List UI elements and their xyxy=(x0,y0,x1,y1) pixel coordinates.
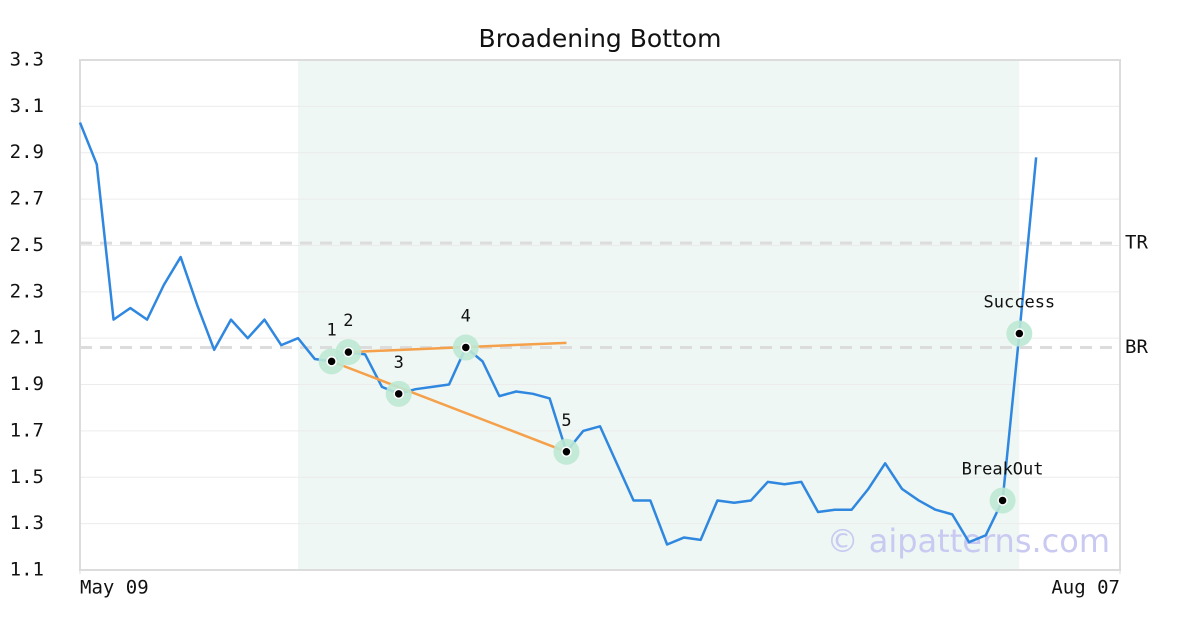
y-tick-label: 2.9 xyxy=(10,141,44,163)
y-tick-label: 1.3 xyxy=(10,512,44,534)
y-tick-label: 2.7 xyxy=(10,188,44,210)
trendline xyxy=(331,360,567,453)
y-tick-label: 2.5 xyxy=(10,234,44,256)
pattern-point xyxy=(460,342,472,353)
y-tick-label: 3.3 xyxy=(10,49,44,71)
point-label: 1 xyxy=(326,320,336,340)
pattern-point xyxy=(326,356,337,367)
point-label: 3 xyxy=(394,353,404,373)
y-tick-label: 2.1 xyxy=(10,327,44,349)
x-tick-label: Aug 07 xyxy=(1051,577,1120,599)
y-tick-label: 1.5 xyxy=(10,466,44,488)
y-tick-label: 1.1 xyxy=(10,559,44,581)
level-label: BR xyxy=(1125,336,1148,358)
chart-title: Broadening Bottom xyxy=(479,24,722,53)
y-tick-label: 3.1 xyxy=(10,95,44,117)
y-tick-label: 1.9 xyxy=(10,373,44,395)
pattern-point xyxy=(1014,328,1025,339)
y-tick-label: 2.3 xyxy=(10,280,44,302)
point-label: BreakOut xyxy=(962,459,1044,479)
level-label: TR xyxy=(1125,232,1148,254)
point-label: 2 xyxy=(343,311,353,331)
pattern-point xyxy=(393,388,404,400)
point-label: 4 xyxy=(461,306,471,326)
point-label: 5 xyxy=(561,411,571,431)
plot-border xyxy=(79,59,1121,571)
pattern-point xyxy=(561,446,572,458)
point-label: Success xyxy=(984,293,1056,313)
pattern-point xyxy=(997,495,1008,506)
x-tick-label: May 09 xyxy=(80,577,149,599)
pattern-region xyxy=(298,60,1020,570)
price-line xyxy=(78,122,1038,546)
pattern-point xyxy=(343,346,354,358)
y-tick-label: 1.7 xyxy=(10,419,44,441)
